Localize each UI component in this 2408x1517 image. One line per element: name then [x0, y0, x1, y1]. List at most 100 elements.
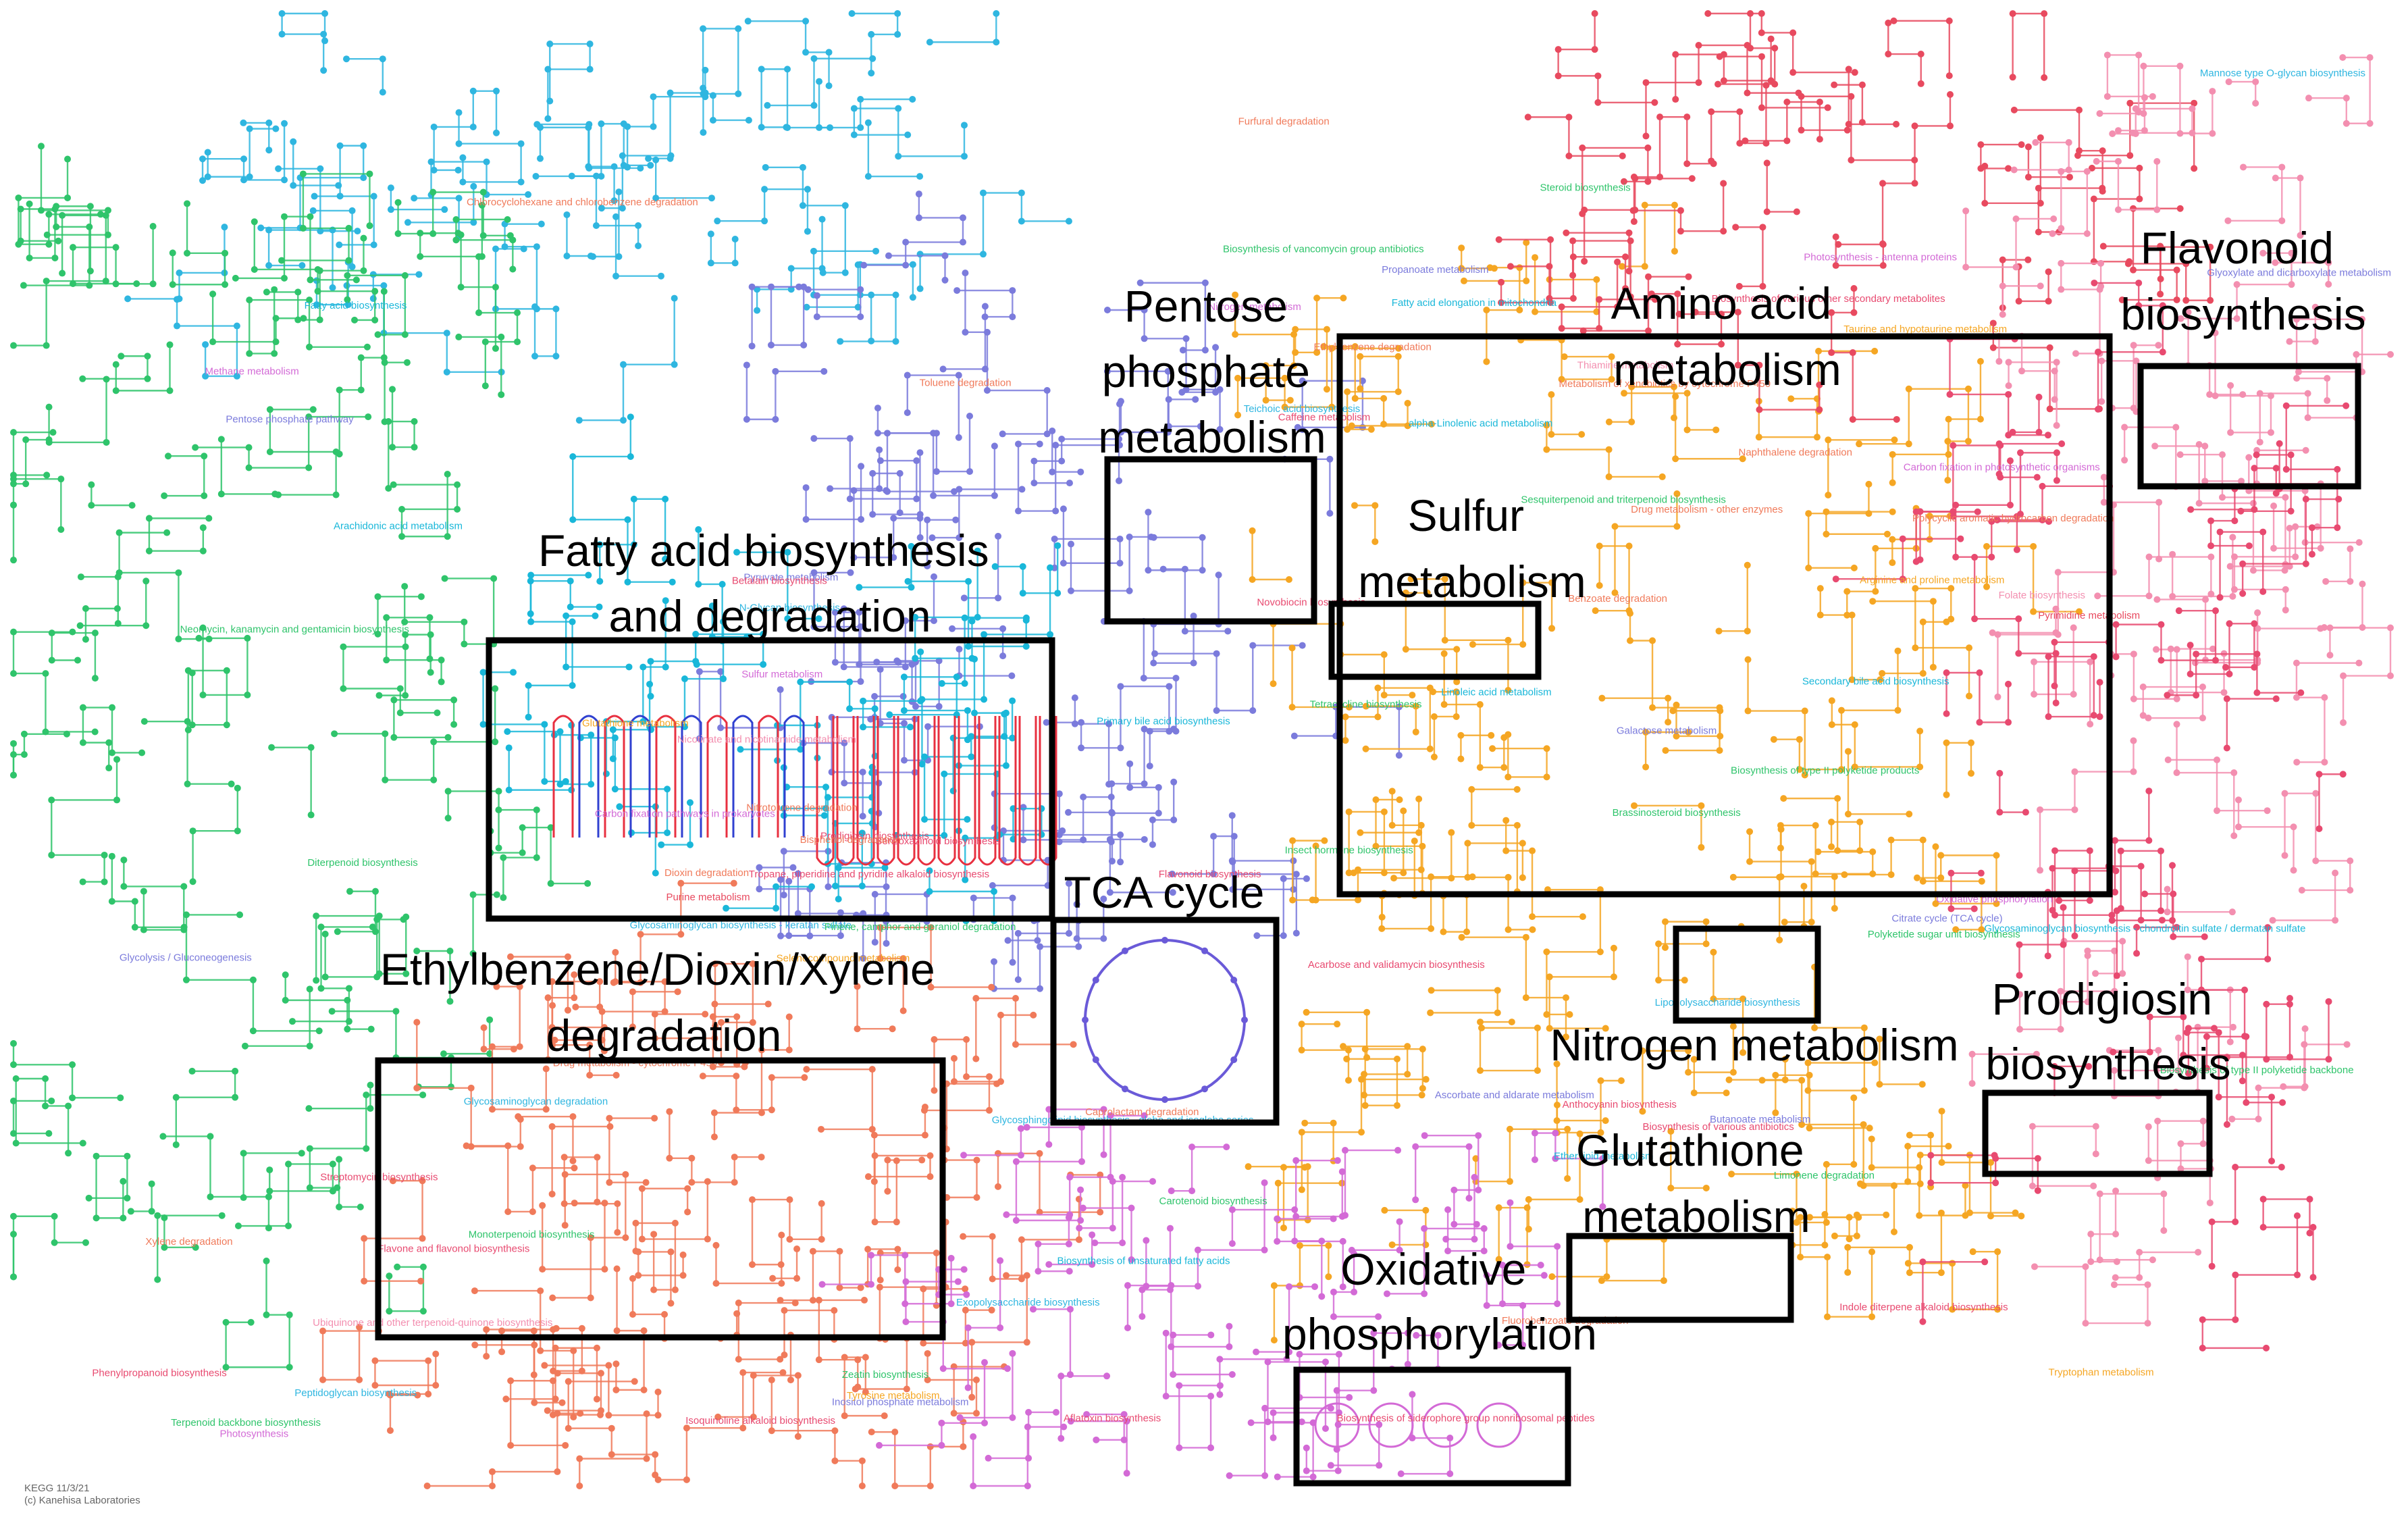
compound-node — [2199, 1117, 2207, 1125]
compound-node — [650, 1286, 658, 1293]
compound-node — [336, 451, 343, 458]
compound-node — [2343, 1041, 2351, 1048]
compound-node — [1889, 559, 1896, 567]
compound-node — [266, 448, 273, 456]
compound-node — [1380, 808, 1388, 815]
compound-node — [2170, 933, 2177, 940]
compound-node — [935, 702, 943, 710]
compound-node — [862, 1389, 869, 1396]
compound-node — [1043, 430, 1051, 438]
compound-node — [999, 430, 1006, 438]
compound-node — [2137, 863, 2145, 870]
compound-node — [189, 878, 197, 885]
compound-node — [1009, 894, 1016, 902]
compound-node — [787, 1377, 794, 1384]
compound-node — [1596, 325, 1603, 332]
compound-node — [912, 702, 919, 710]
compound-node — [841, 202, 849, 209]
compound-node — [896, 469, 904, 477]
compound-node — [810, 102, 818, 109]
compound-node — [199, 691, 207, 698]
compound-node — [1952, 501, 1960, 509]
compound-node — [2281, 567, 2288, 574]
compound-node — [537, 1287, 544, 1295]
compound-node — [2087, 1258, 2095, 1265]
compound-node — [1448, 829, 1455, 836]
compound-node — [64, 194, 72, 201]
compound-node — [294, 288, 302, 296]
compound-node — [924, 723, 932, 730]
compound-node — [471, 1287, 478, 1295]
compound-node — [1328, 403, 1336, 411]
compound-node — [671, 1286, 679, 1293]
compound-node — [311, 192, 318, 200]
compound-node — [221, 281, 229, 288]
compound-node — [876, 446, 883, 453]
compound-node — [392, 1008, 400, 1015]
compound-node — [249, 976, 257, 983]
compound-node — [1919, 877, 1927, 885]
compound-node — [1844, 748, 1852, 755]
compound-node — [1850, 564, 1858, 571]
compound-node — [2066, 174, 2074, 181]
compound-node — [2098, 398, 2105, 405]
compound-node — [184, 200, 191, 207]
compound-node — [1596, 582, 1603, 589]
compound-node — [2302, 560, 2309, 567]
compound-node — [204, 173, 211, 180]
compound-node — [531, 353, 539, 360]
compound-node — [1744, 656, 1752, 663]
compound-node — [968, 1393, 976, 1401]
compound-node — [960, 594, 968, 602]
compound-node — [1718, 340, 1725, 348]
compound-node — [2195, 1249, 2202, 1256]
compound-node — [1565, 113, 1573, 121]
compound-node — [794, 1372, 802, 1379]
compound-node — [804, 186, 811, 193]
compound-node — [174, 322, 181, 330]
compound-node — [1853, 1232, 1860, 1239]
compound-node — [70, 244, 77, 251]
compound-node — [1865, 480, 1873, 488]
compound-node — [1452, 688, 1460, 696]
compound-node — [594, 1154, 601, 1161]
compound-node — [2173, 769, 2180, 777]
compound-node — [1658, 473, 1666, 480]
compound-node — [799, 163, 806, 171]
compound-node — [893, 1157, 900, 1164]
compound-node — [1846, 1214, 1853, 1221]
compound-node — [1502, 847, 1510, 854]
compound-node — [2149, 93, 2156, 100]
compound-node — [2024, 256, 2032, 263]
compound-node — [2184, 986, 2191, 994]
compound-node — [65, 1102, 72, 1110]
compound-node — [1117, 428, 1124, 436]
compound-node — [2309, 1223, 2317, 1231]
compound-node — [2144, 1320, 2151, 1327]
compound-node — [1605, 418, 1613, 426]
compound-node — [48, 1097, 55, 1104]
compound-node — [1798, 93, 1805, 100]
compound-node — [1404, 399, 1411, 407]
compound-node — [2180, 1052, 2187, 1059]
compound-node — [780, 848, 787, 855]
compound-node — [959, 214, 966, 222]
compound-node — [2160, 1190, 2168, 1198]
compound-node — [413, 947, 421, 954]
compound-node — [1789, 29, 1797, 36]
compound-node — [2034, 1187, 2041, 1194]
compound-node — [871, 938, 879, 946]
compound-node — [1974, 508, 1981, 515]
compound-node — [1889, 479, 1896, 486]
compound-node — [1249, 707, 1257, 715]
compound-node — [2155, 555, 2163, 563]
compound-node — [2334, 524, 2341, 532]
compound-node — [2216, 594, 2224, 601]
compound-node — [500, 894, 507, 901]
compound-node — [1495, 236, 1502, 243]
compound-node — [1648, 290, 1655, 298]
compound-node — [432, 1382, 440, 1389]
compound-node — [1977, 869, 1985, 877]
compound-node — [1672, 51, 1679, 58]
compound-node — [271, 350, 278, 357]
